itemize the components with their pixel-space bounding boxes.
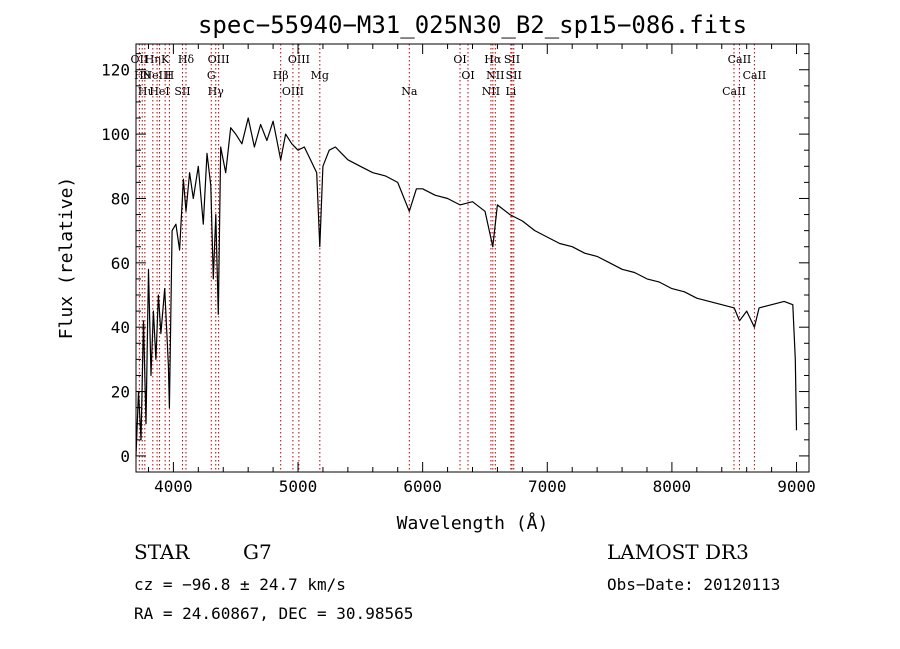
line-marker-label: Hι: [138, 85, 152, 98]
line-marker-label: SII: [174, 85, 190, 98]
line-marker-label: Hδ: [178, 53, 195, 66]
spectrum-chart: spec−55940−M31_025N30_B2_sp15−086.fits OI…: [56, 11, 816, 534]
coordinates-label: RA = 24.60867, DEC = 30.98565: [134, 604, 414, 623]
line-marker-label: NII: [482, 85, 500, 98]
line-marker-label: Hη: [145, 53, 161, 66]
x-tick-label: 4000: [154, 477, 193, 496]
line-marker-label: Hγ: [208, 85, 225, 98]
x-axis-label: Wavelength (Å): [397, 512, 549, 534]
y-tick-label: 120: [101, 61, 130, 80]
x-tick-label: 7000: [528, 477, 567, 496]
line-marker-label: Hβ: [273, 69, 289, 82]
survey-label: LAMOST DR3: [607, 540, 749, 564]
line-marker-label: CaII: [728, 53, 752, 66]
x-tick-label: 8000: [653, 477, 692, 496]
line-marker-label: HeI: [149, 85, 169, 98]
line-marker-label: SII: [506, 69, 522, 82]
obs-date-label: Obs−Date: 20120113: [607, 575, 781, 594]
line-marker-label: Na: [401, 85, 418, 98]
line-marker-label: Mg: [311, 69, 329, 82]
line-marker-label: Hα: [484, 53, 502, 66]
line-marker-label: OII: [131, 53, 149, 66]
redshift-label: cz = −96.8 ± 24.7 km/s: [134, 575, 346, 594]
line-marker-label: NeIII: [142, 69, 171, 82]
line-marker-label: Li: [505, 85, 516, 98]
line-marker-label: OIII: [282, 85, 304, 98]
y-tick-label: 100: [101, 125, 130, 144]
line-marker-label: OI: [453, 53, 466, 66]
class-label: STAR: [134, 540, 190, 564]
line-marker-label: OIII: [208, 53, 230, 66]
y-tick-label: 20: [111, 383, 130, 402]
y-tick-label: 0: [120, 447, 130, 466]
x-tick-label: 5000: [279, 477, 318, 496]
y-tick-label: 80: [111, 189, 130, 208]
line-marker-label: OIII: [288, 53, 310, 66]
line-marker-label: CaII: [722, 85, 746, 98]
line-marker-label: H: [165, 69, 175, 82]
line-marker-label: G: [207, 69, 216, 82]
y-tick-label: 60: [111, 254, 130, 273]
flux-series-line: [135, 117, 798, 456]
x-tick-label: 6000: [403, 477, 442, 496]
line-marker-label: NII: [486, 69, 504, 82]
line-marker-label: CaII: [743, 69, 767, 82]
line-marker-label: Hθ: [134, 69, 151, 82]
y-axis-label: Flux (relative): [56, 177, 77, 340]
line-marker-label: SII: [504, 53, 520, 66]
line-marker-label: K: [161, 53, 170, 66]
plot-frame: [135, 43, 810, 473]
y-tick-label: 40: [111, 318, 130, 337]
chart-title: spec−55940−M31_025N30_B2_sp15−086.fits: [198, 11, 747, 39]
subclass-label: G7: [243, 540, 272, 564]
line-marker-label: OI: [461, 69, 474, 82]
x-tick-label: 9000: [777, 477, 816, 496]
